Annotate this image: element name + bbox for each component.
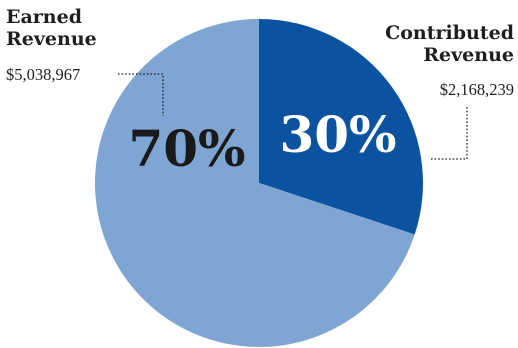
contributed-amount: $2,168,239 — [439, 80, 514, 99]
earned-amount: $5,038,967 — [6, 65, 81, 84]
percent-label-contributed: 30% — [279, 105, 396, 164]
earned-title-line2: Revenue — [6, 28, 97, 50]
earned-leader-line — [118, 73, 164, 116]
contributed-callout-title: Contributed Revenue — [385, 22, 514, 66]
contributed-leader-line — [431, 107, 468, 160]
contributed-title-line1: Contributed — [385, 22, 514, 44]
pie-slice-contributed — [259, 19, 423, 235]
pie-slices — [94, 18, 423, 347]
earned-title-line1: Earned — [6, 6, 82, 28]
earned-callout-title: Earned Revenue — [6, 6, 97, 50]
percent-labels: 30% 70% — [128, 105, 396, 178]
pie-slice-earned — [94, 18, 415, 347]
leader-lines — [118, 73, 468, 160]
contributed-title-line2: Revenue — [423, 44, 514, 66]
percent-label-earned: 70% — [128, 119, 245, 178]
